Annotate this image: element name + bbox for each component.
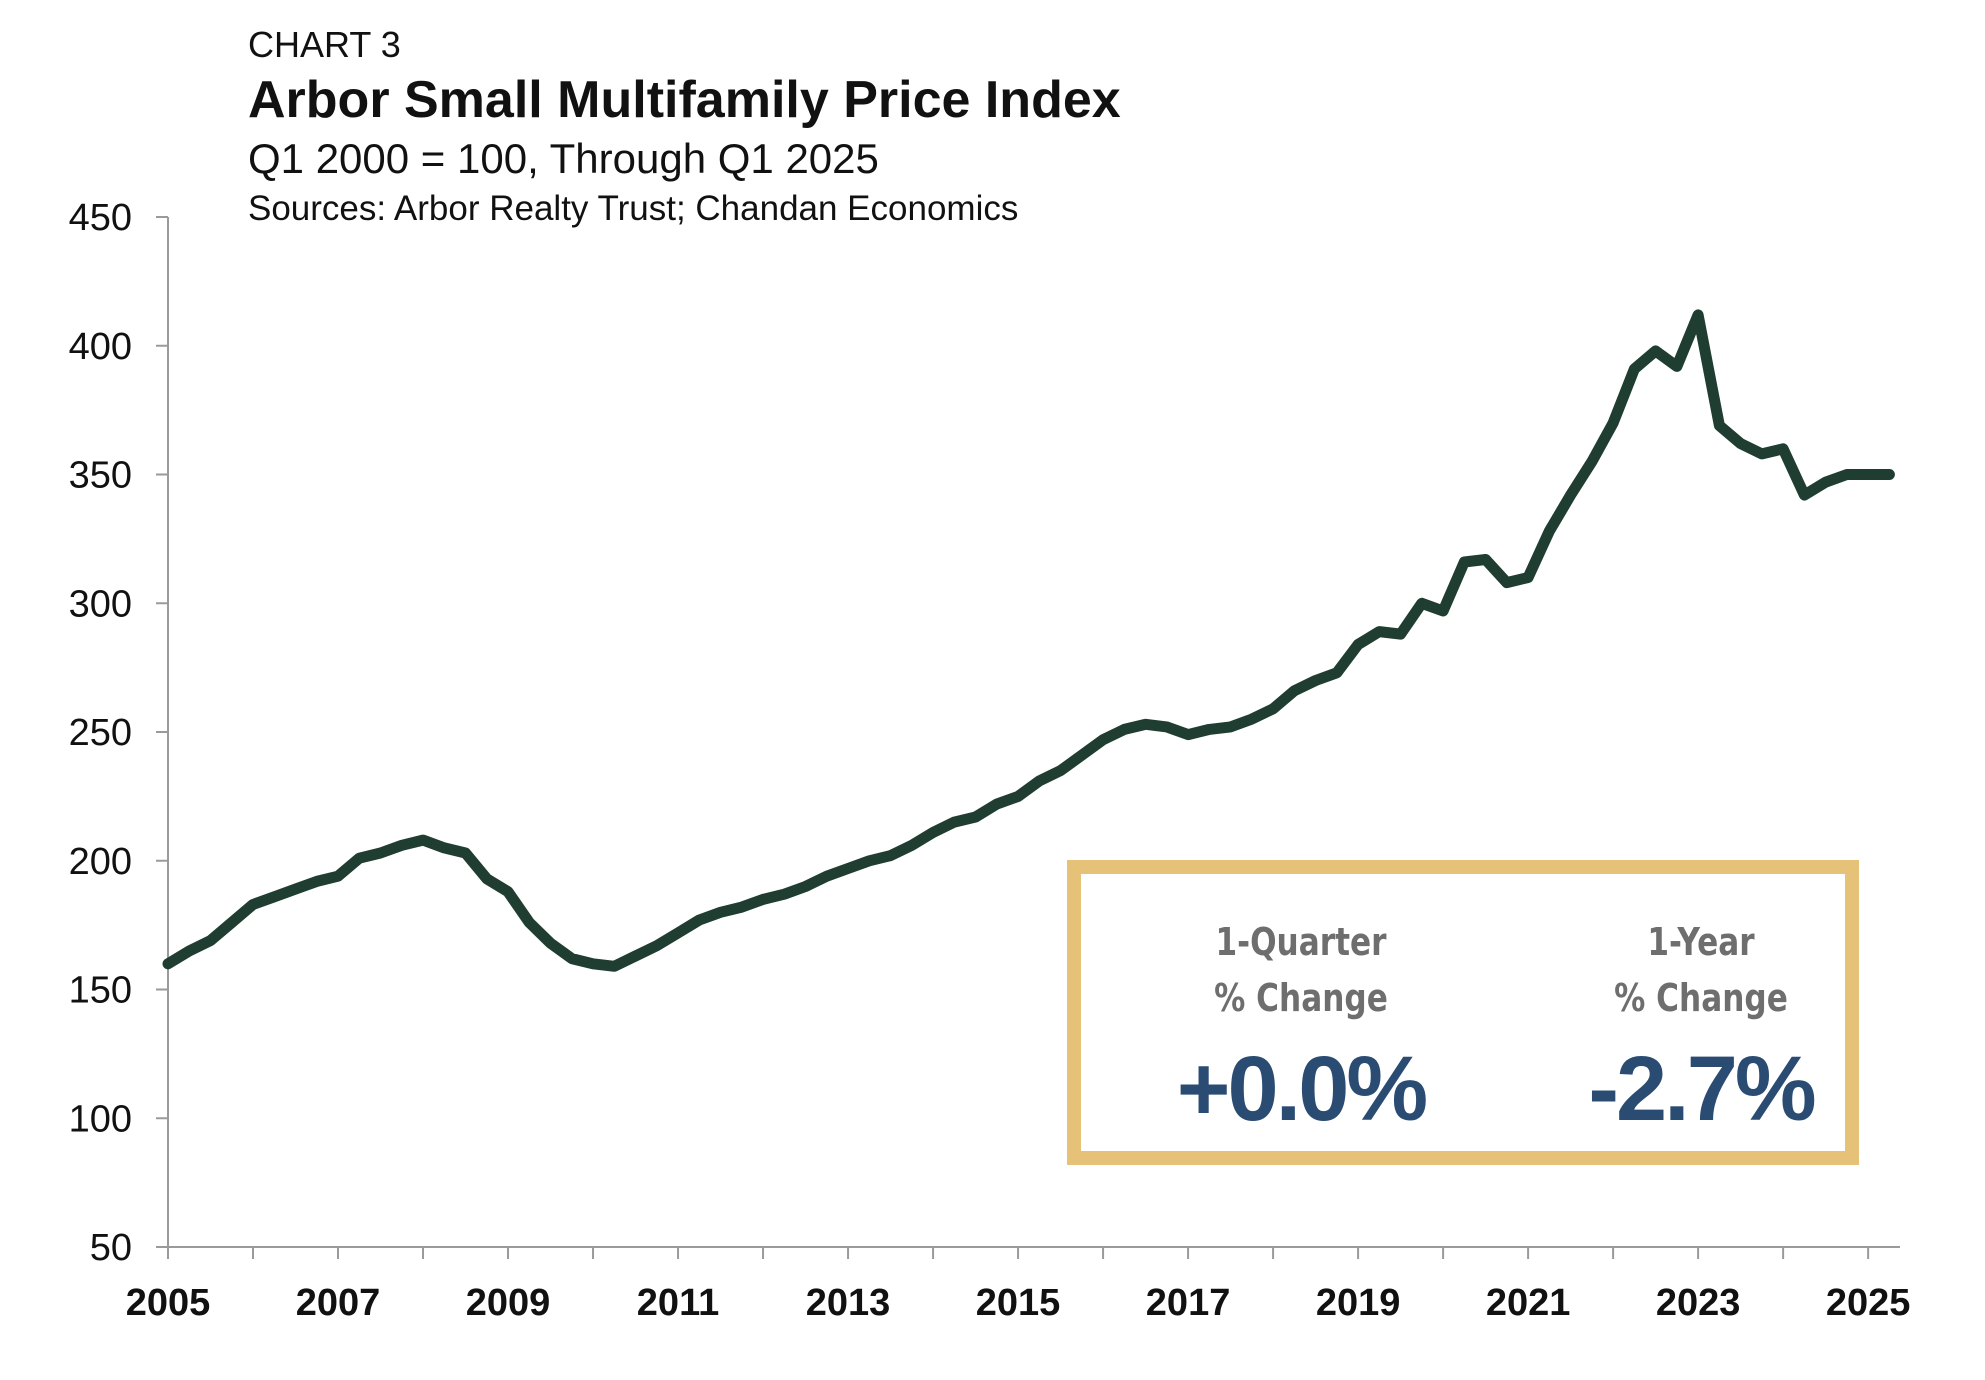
x-axis-ticks: 2005 2007 2009 2011 2013 2015 2017 2019 2021 2023… bbox=[126, 1247, 1911, 1324]
quarter-change-stat: 1-Quarter % Change +0.0% bbox=[1131, 914, 1471, 1144]
year-change-label-line2: % Change bbox=[1614, 976, 1788, 1020]
y-axis-ticks: 50 100 150 200 250 300 350 400 450 bbox=[69, 197, 168, 1269]
y-tick-label: 100 bbox=[69, 1098, 132, 1140]
quarter-change-value: +0.0% bbox=[1176, 1038, 1428, 1140]
y-tick-label: 300 bbox=[69, 583, 132, 625]
change-callout-box: 1-Quarter % Change +0.0% 1-Year % Change… bbox=[1067, 860, 1859, 1165]
plot-area bbox=[162, 309, 1895, 972]
x-tick-label: 2023 bbox=[1656, 1282, 1741, 1324]
quarter-change-label-line2: % Change bbox=[1214, 976, 1388, 1020]
y-tick-label: 150 bbox=[69, 970, 132, 1012]
x-tick-label: 2025 bbox=[1826, 1282, 1911, 1324]
chart-label: CHART 3 bbox=[248, 24, 401, 65]
y-tick-label: 200 bbox=[69, 841, 132, 883]
x-tick-label: 2017 bbox=[1146, 1282, 1231, 1324]
y-tick-label: 450 bbox=[69, 197, 132, 239]
chart-header: CHART 3 Arbor Small Multifamily Price In… bbox=[248, 22, 1121, 232]
y-tick-label: 400 bbox=[69, 326, 132, 368]
y-tick-label: 350 bbox=[69, 455, 132, 497]
chart-subtitle: Q1 2000 = 100, Through Q1 2025 bbox=[248, 135, 879, 182]
x-tick-label: 2015 bbox=[976, 1282, 1061, 1324]
year-change-value: -2.7% bbox=[1588, 1038, 1816, 1140]
x-tick-label: 2005 bbox=[126, 1282, 211, 1324]
year-change-label-line1: 1-Year bbox=[1647, 920, 1755, 964]
x-tick-label: 2021 bbox=[1486, 1282, 1571, 1324]
y-tick-label: 50 bbox=[90, 1227, 132, 1269]
year-change-stat: 1-Year % Change -2.7% bbox=[1531, 914, 1871, 1144]
series-line bbox=[162, 309, 1895, 972]
x-tick-label: 2013 bbox=[806, 1282, 891, 1324]
y-tick-label: 250 bbox=[69, 712, 132, 754]
x-tick-label: 2011 bbox=[637, 1282, 719, 1324]
chart-sources: Sources: Arbor Realty Trust; Chandan Eco… bbox=[248, 189, 1019, 228]
chart-title: Arbor Small Multifamily Price Index bbox=[248, 71, 1121, 129]
x-tick-label: 2007 bbox=[296, 1282, 381, 1324]
x-tick-label: 2019 bbox=[1316, 1282, 1401, 1324]
x-tick-label: 2009 bbox=[466, 1282, 551, 1324]
quarter-change-label-line1: 1-Quarter bbox=[1215, 920, 1387, 964]
